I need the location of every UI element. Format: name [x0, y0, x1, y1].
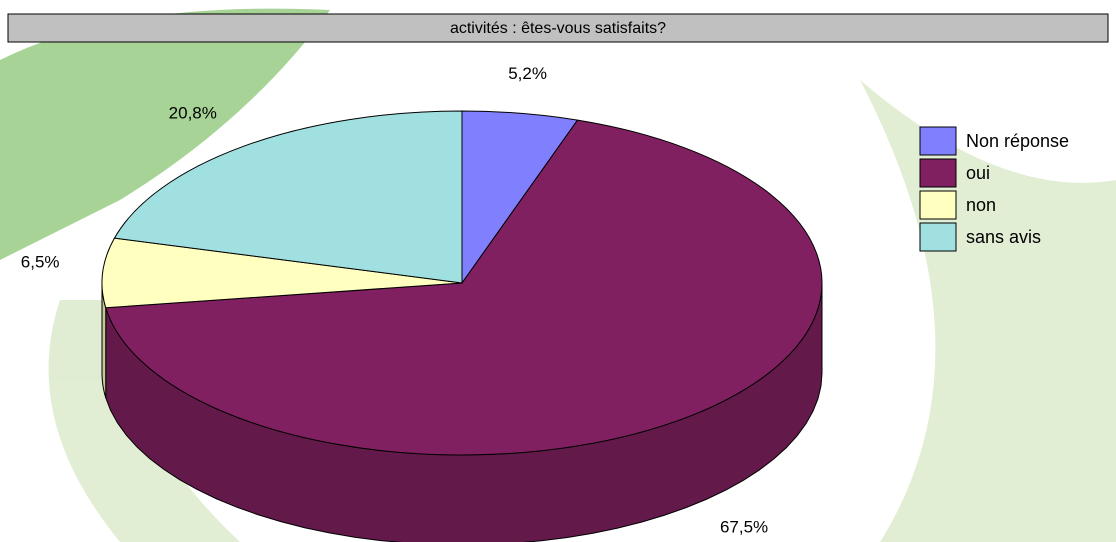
data-label: 5,2%: [508, 64, 547, 83]
legend-swatch: [920, 223, 956, 251]
data-label: 20,8%: [169, 103, 217, 122]
chart: activités : êtes-vous satisfaits? 5,2% 67…: [0, 0, 1116, 542]
data-label: 67,5%: [720, 518, 768, 537]
data-label: 6,5%: [21, 252, 60, 271]
legend-label: oui: [966, 163, 990, 183]
legend-swatch: [920, 191, 956, 219]
legend-label: sans avis: [966, 227, 1041, 247]
chart-title: activités : êtes-vous satisfaits?: [450, 20, 666, 37]
legend-swatch: [920, 159, 956, 187]
legend-label: Non réponse: [966, 131, 1069, 151]
legend-swatch: [920, 127, 956, 155]
page: activités : êtes-vous satisfaits? 5,2% 67…: [0, 0, 1116, 542]
legend-label: non: [966, 195, 996, 215]
